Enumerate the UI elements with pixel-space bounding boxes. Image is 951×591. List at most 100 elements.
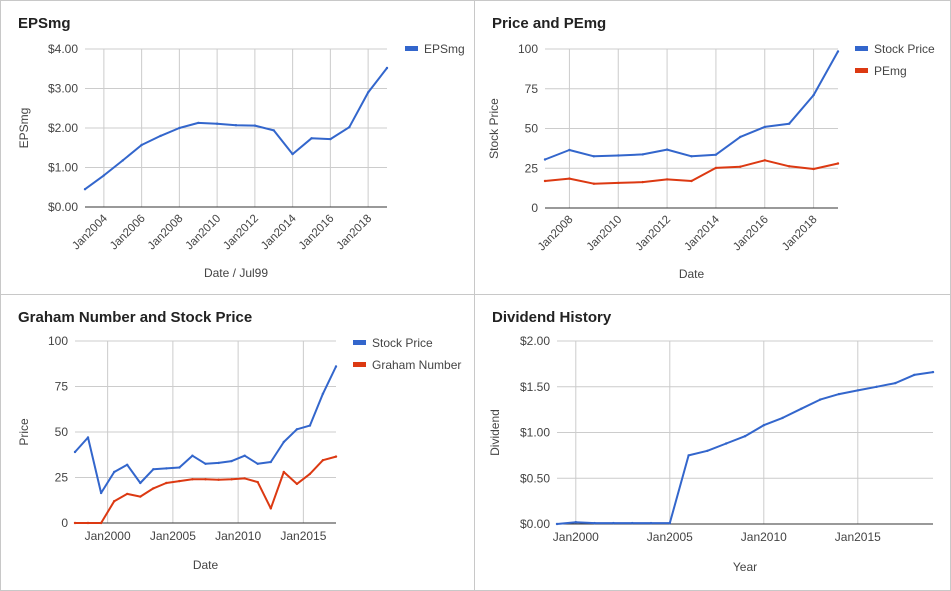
y-tick-label: $0.00 (520, 517, 550, 531)
legend-label: Graham Number (372, 358, 461, 372)
data-point (875, 385, 878, 388)
data-point (121, 159, 125, 162)
epsmg-chart-panel: EPSmg $0.00 $1.00 $2.00 $3.00 $4.00 Jan2004 Ja… (0, 0, 475, 295)
data-point (295, 482, 299, 486)
data-point (113, 470, 116, 474)
data-point (348, 126, 351, 129)
data-point (269, 507, 272, 510)
data-point (126, 463, 129, 466)
y-axis-title: Dividend (488, 409, 502, 456)
data-point (178, 126, 181, 130)
data-point (612, 521, 615, 525)
data-point (234, 124, 238, 127)
data-point (230, 459, 233, 463)
data-point (714, 166, 718, 170)
data-point (668, 521, 671, 525)
y-tick-label: 50 (525, 122, 539, 136)
dividend-chart: $0.00 $0.50 $1.00 $1.50 $2.00 Jan2000 Jan2005 J… (488, 334, 935, 574)
x-tick-label: Jan2018 (335, 213, 375, 253)
data-point (617, 154, 620, 157)
data-point (631, 521, 634, 525)
data-point (690, 155, 693, 158)
y-tick-label: 75 (525, 82, 539, 96)
y-tick-label: 75 (55, 380, 69, 394)
x-tick-label: Jan2018 (780, 214, 820, 254)
data-point (165, 467, 168, 470)
x-axis-title: Date / Jul99 (204, 266, 268, 280)
data-point (256, 480, 259, 484)
data-point (574, 521, 577, 524)
x-tick-label: Jan2010 (741, 530, 787, 544)
data-point (690, 179, 693, 183)
x-tick-label: Jan2012 (221, 213, 261, 253)
data-point (568, 177, 571, 180)
data-point (894, 381, 897, 385)
data-point (592, 155, 595, 158)
x-axis-title: Date (193, 558, 219, 572)
y-tick-label: $0.50 (520, 471, 550, 485)
price-pemg-chart-panel: Price and PEmg 0 25 50 75 100 Jan2008 Jan2010 J… (474, 0, 951, 295)
legend-label: Stock Price (372, 336, 433, 350)
data-point (641, 153, 644, 156)
data-point (913, 373, 916, 377)
data-point (83, 188, 87, 191)
y-tick-label: $1.00 (520, 426, 550, 440)
data-point (291, 152, 294, 156)
data-point (282, 470, 285, 474)
data-point (706, 449, 709, 452)
data-point (641, 180, 644, 184)
data-point (763, 125, 766, 129)
x-tick-label: Jan2010 (215, 529, 261, 543)
legend-label: EPSmg (424, 42, 465, 56)
data-point (837, 392, 841, 396)
data-point (334, 455, 338, 458)
x-tick-label: Jan2008 (536, 214, 576, 254)
data-point (197, 121, 200, 125)
x-axis-title: Date (679, 267, 705, 281)
data-point (126, 492, 129, 496)
x-axis-title: Year (733, 560, 757, 574)
x-tick-label: Jan2014 (259, 212, 299, 252)
data-point (931, 370, 935, 374)
data-point (568, 148, 571, 152)
x-tick-label: Jan2016 (731, 214, 771, 254)
data-point (812, 167, 815, 171)
data-point (714, 153, 718, 156)
data-point (836, 50, 840, 53)
y-tick-label: 100 (48, 334, 68, 348)
chart-title: EPSmg (18, 15, 71, 32)
data-point (308, 472, 312, 476)
legend-swatch (353, 340, 366, 345)
data-point (191, 478, 194, 481)
x-tick-label: Jan2005 (150, 529, 196, 543)
y-tick-label: $2.00 (48, 121, 78, 135)
data-point (272, 129, 275, 132)
data-point (781, 416, 784, 420)
data-point (592, 182, 595, 185)
data-point (366, 91, 370, 94)
data-point (321, 459, 325, 462)
x-tick-label: Jan2008 (146, 213, 186, 253)
y-tick-label: 0 (531, 201, 538, 215)
data-point (178, 466, 181, 469)
chart-title: Dividend History (492, 309, 612, 326)
data-point (739, 135, 742, 139)
data-point (593, 521, 596, 525)
data-point (102, 174, 106, 177)
y-tick-label: $3.00 (48, 82, 78, 96)
data-point (543, 158, 547, 161)
x-tick-label: Jan2000 (85, 529, 131, 543)
x-tick-label: Jan2000 (553, 530, 599, 544)
x-tick-label: Jan2015 (835, 530, 881, 544)
data-point (230, 478, 233, 481)
data-point (856, 389, 859, 392)
series-line (84, 67, 388, 191)
chart-title: Graham Number and Stock Price (18, 309, 253, 326)
y-tick-label: $0.00 (48, 200, 78, 214)
x-tick-label: Jan2014 (682, 213, 722, 253)
legend-label: PEmg (874, 64, 907, 78)
data-point (788, 165, 791, 168)
data-point (113, 500, 116, 503)
data-point (334, 365, 338, 368)
data-point (665, 148, 669, 151)
